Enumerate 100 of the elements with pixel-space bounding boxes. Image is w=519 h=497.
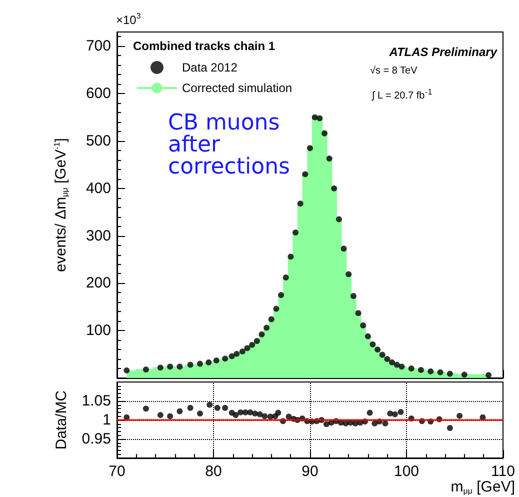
point xyxy=(288,254,294,260)
point xyxy=(262,413,268,420)
point xyxy=(206,359,212,366)
point xyxy=(307,145,313,152)
point xyxy=(286,414,292,420)
legend-label: Corrected simulation xyxy=(182,81,292,95)
point xyxy=(124,367,130,374)
point xyxy=(267,414,274,420)
point xyxy=(387,410,394,417)
point xyxy=(258,331,265,338)
point xyxy=(222,356,228,362)
point xyxy=(275,410,282,416)
point xyxy=(418,366,424,373)
y-tick-label: 600 xyxy=(86,85,111,102)
y-tick-label: 100 xyxy=(86,322,111,340)
y-tick-label: 400 xyxy=(86,180,111,197)
annotation: ATLAS Preliminary xyxy=(388,45,498,59)
point xyxy=(446,370,453,377)
y-tick-label: 1.05 xyxy=(82,392,111,410)
point xyxy=(323,421,330,428)
y-axis-title: events/ Δmμμ [GeV-1] xyxy=(52,138,70,272)
point xyxy=(292,229,299,236)
legend-title: Combined tracks chain 1 xyxy=(133,39,276,53)
point xyxy=(461,372,468,378)
annotation: CB muons after corrections xyxy=(168,110,290,180)
point xyxy=(336,216,342,222)
y-axis-title: Data/MC xyxy=(53,390,70,450)
point xyxy=(249,342,256,348)
point xyxy=(374,346,381,353)
point xyxy=(213,357,220,364)
x-tick-label: 110 xyxy=(491,463,515,480)
point xyxy=(234,350,240,357)
point xyxy=(157,412,164,418)
point xyxy=(316,115,323,122)
point xyxy=(196,410,203,417)
point xyxy=(256,411,263,418)
point xyxy=(398,409,404,416)
point xyxy=(486,372,492,378)
point xyxy=(157,364,164,371)
y-tick-label: 300 xyxy=(86,227,111,244)
legend-label: Data 2012 xyxy=(182,60,238,74)
point xyxy=(456,412,463,419)
point xyxy=(321,130,328,136)
y-tick-label: 500 xyxy=(86,132,111,150)
point xyxy=(382,420,388,426)
point xyxy=(206,402,213,408)
point xyxy=(278,292,284,298)
point xyxy=(254,338,260,344)
point xyxy=(176,364,183,370)
point xyxy=(176,408,183,414)
point xyxy=(437,369,444,376)
point xyxy=(167,364,174,370)
point xyxy=(366,410,373,416)
point xyxy=(346,271,352,278)
y-tick-label: 0.95 xyxy=(82,430,111,448)
point xyxy=(408,366,414,372)
x-axis-title: mμμ [GeV] xyxy=(450,478,516,496)
point xyxy=(222,404,228,411)
point xyxy=(428,368,434,374)
x-tick-label: 100 xyxy=(394,463,420,480)
point xyxy=(389,359,396,366)
point xyxy=(268,316,274,322)
point xyxy=(392,411,398,418)
point xyxy=(264,324,270,331)
x-tick-label: 90 xyxy=(302,463,318,480)
point xyxy=(372,420,378,426)
x-tick-label: 80 xyxy=(205,463,222,480)
point xyxy=(282,274,289,281)
point xyxy=(370,341,376,348)
point xyxy=(379,352,386,358)
x-tick-label: 70 xyxy=(108,463,126,480)
point xyxy=(394,362,400,368)
point xyxy=(384,356,390,362)
point xyxy=(340,246,347,252)
point xyxy=(398,364,405,370)
point xyxy=(167,413,174,420)
point xyxy=(187,362,194,368)
point xyxy=(247,409,254,416)
point xyxy=(360,322,366,328)
point xyxy=(142,366,149,372)
point xyxy=(350,293,356,299)
point xyxy=(331,185,338,192)
point xyxy=(252,410,258,417)
annotation: √s = 8 TeV xyxy=(370,66,418,76)
point xyxy=(187,404,194,411)
point xyxy=(232,412,239,418)
y-tick-label: 1 xyxy=(102,412,111,428)
y-tick-label: 700 xyxy=(86,38,111,55)
point xyxy=(228,353,235,360)
point xyxy=(273,306,280,312)
point xyxy=(214,404,220,411)
point xyxy=(355,310,362,316)
y-tick-label: 200 xyxy=(86,274,111,292)
point xyxy=(196,360,203,367)
point xyxy=(446,424,453,431)
point xyxy=(142,406,149,412)
point xyxy=(239,348,246,354)
point xyxy=(238,409,244,416)
point xyxy=(297,200,304,207)
point xyxy=(364,333,371,340)
